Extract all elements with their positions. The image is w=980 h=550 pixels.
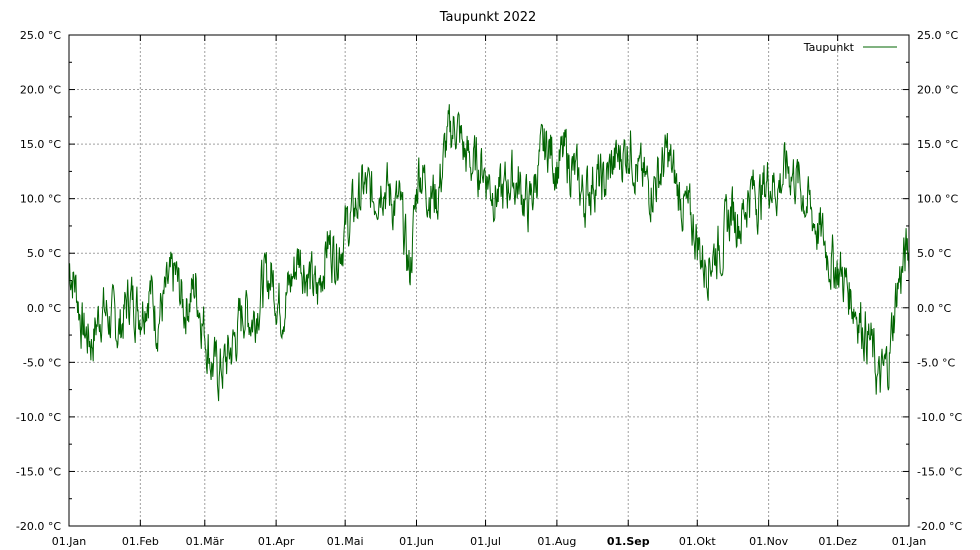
x-tick-label: 01.Jan [892, 535, 926, 548]
y-tick-label-left: -10.0 °C [16, 411, 61, 424]
y-tick-label-right: 15.0 °C [917, 138, 958, 151]
x-tick-label: 01.Nov [749, 535, 788, 548]
axis-labels: 25.0 °C 25.0 °C 20.0 °C 20.0 °C 15.0 °C 15.0 … [16, 29, 963, 548]
y-tick-label-left: -5.0 °C [23, 356, 61, 369]
y-tick-label-right: -10.0 °C [917, 411, 962, 424]
y-tick-label-right: 0.0 °C [917, 302, 951, 315]
y-tick-label-left: 0.0 °C [27, 302, 61, 315]
x-tick-label: 01.Aug [537, 535, 576, 548]
x-tick-label: 01.Jul [470, 535, 501, 548]
y-tick-label-left: -15.0 °C [16, 465, 61, 478]
legend: Taupunkt [803, 41, 897, 54]
y-tick-label-right: 25.0 °C [917, 29, 958, 42]
y-tick-label-right: 10.0 °C [917, 193, 958, 206]
y-tick-label-right: -5.0 °C [917, 356, 955, 369]
x-tick-label: 01.Jun [399, 535, 434, 548]
y-tick-label-left: 10.0 °C [20, 193, 61, 206]
x-tick-label: 01.Jan [52, 535, 86, 548]
y-tick-label-left: -20.0 °C [16, 520, 61, 533]
x-tick-label: 01.Feb [122, 535, 159, 548]
y-tick-label-left: 25.0 °C [20, 29, 61, 42]
x-tick-label: 01.Dez [818, 535, 857, 548]
x-tick-label: 01.Mai [327, 535, 364, 548]
y-tick-label-right: -15.0 °C [917, 465, 962, 478]
series-line-taupunkt [68, 104, 910, 402]
x-tick-label: 01.Sep [607, 535, 650, 548]
y-tick-label-right: -20.0 °C [917, 520, 962, 533]
legend-label: Taupunkt [803, 41, 855, 54]
y-tick-label-left: 5.0 °C [27, 247, 61, 260]
x-tick-label: 01.Okt [679, 535, 717, 548]
y-tick-label-right: 5.0 °C [917, 247, 951, 260]
y-tick-label-left: 15.0 °C [20, 138, 61, 151]
x-tick-label: 01.Apr [258, 535, 295, 548]
y-tick-label-right: 20.0 °C [917, 84, 958, 97]
x-tick-label: 01.Mär [186, 535, 225, 548]
plot-frame [68, 34, 910, 527]
series-layer [68, 104, 910, 402]
chart-title: Taupunkt 2022 [439, 10, 537, 25]
y-tick-label-left: 20.0 °C [20, 84, 61, 97]
